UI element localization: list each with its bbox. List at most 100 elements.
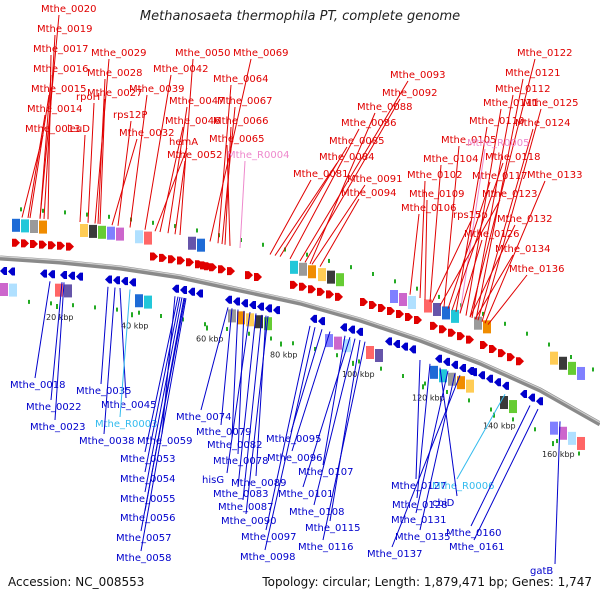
- accession-text: Accession: NC_008553: [8, 575, 145, 589]
- track-marker: [284, 247, 286, 252]
- gene-label-minus: Mthe_0057: [116, 533, 172, 544]
- plus-strand-gene: [39, 240, 47, 249]
- leader-line-plus: [144, 74, 172, 230]
- plus-strand-gene: [430, 321, 438, 330]
- leader-line-plus: [159, 126, 184, 233]
- scale-tick-mark: [206, 325, 208, 331]
- gene-label-plus: Mthe_0125: [523, 98, 579, 109]
- gene-label-minus: Mthe_0022: [26, 402, 82, 413]
- plus-strand-gene: [290, 280, 298, 289]
- minus-strand-gene: [48, 270, 55, 279]
- cog-box-plus: [408, 296, 416, 309]
- track-marker: [20, 207, 22, 212]
- leader-line-minus: [200, 307, 229, 411]
- cog-box-plus: [568, 361, 576, 375]
- leader-line-plus: [459, 239, 483, 314]
- leader-line-plus: [239, 160, 246, 249]
- cog-box-plus: [197, 238, 205, 252]
- cog-box-minus: [64, 284, 72, 298]
- gene-label-plus: Mthe_0028: [87, 68, 143, 79]
- minus-strand-gene: [196, 289, 203, 298]
- plus-strand-gene: [326, 290, 334, 299]
- leader-line-minus: [119, 287, 127, 399]
- gene-label-minus: Mthe_0096: [267, 453, 323, 464]
- minus-strand-gene: [241, 299, 248, 308]
- leader-line-plus: [304, 98, 401, 263]
- plus-strand-gene: [227, 267, 235, 276]
- leader-line-plus: [129, 94, 148, 228]
- gene-label-minus: Mthe_0161: [449, 542, 505, 553]
- leader-line-plus: [29, 94, 50, 219]
- scale-tick-label: 20 kbp: [46, 313, 74, 322]
- plus-strand-gene: [168, 255, 176, 264]
- minus-strand-gene: [68, 271, 75, 280]
- cog-box-minus: [577, 436, 585, 450]
- leader-line-minus: [415, 359, 421, 480]
- scale-tick-mark: [552, 441, 554, 447]
- minus-strand-gene: [478, 371, 485, 380]
- leader-line-minus: [554, 421, 561, 565]
- minus-strand-gene: [225, 295, 232, 304]
- gene-label-plus: Mthe_0069: [233, 48, 289, 59]
- gene-label-minus: Mthe_0089: [231, 478, 287, 489]
- minus-strand-gene: [76, 272, 83, 281]
- genome-backbone-highlight: [0, 255, 600, 424]
- genome-backbone: [0, 255, 600, 427]
- gene-label-plus: Mthe_0092: [382, 88, 438, 99]
- plus-strand-gene: [414, 316, 422, 324]
- gene-label-minus: Mthe_0097: [241, 532, 297, 543]
- track-marker: [402, 374, 404, 378]
- leader-line-minus: [242, 314, 263, 501]
- gene-label-plus: rps15p: [453, 210, 488, 221]
- minus-strand-gene: [257, 302, 264, 311]
- track-marker: [512, 417, 514, 422]
- plus-strand-gene: [516, 357, 524, 366]
- cog-box-minus: [366, 346, 374, 359]
- cog-box-minus: [325, 334, 333, 348]
- track-marker: [174, 224, 176, 229]
- leader-line-plus: [447, 181, 491, 309]
- gene-label-minus: Mthe_0107: [298, 467, 354, 478]
- gene-label-minus: cbiD: [432, 498, 455, 509]
- gene-label-plus: Mthe_0134: [495, 244, 551, 255]
- track-marker: [504, 321, 506, 326]
- cog-box-minus: [509, 400, 517, 414]
- gene-label-minus: Mthe_0137: [367, 549, 423, 560]
- plus-strand-gene: [466, 335, 474, 344]
- gene-label-plus: Mthe_0084: [319, 152, 375, 163]
- minus-strand-gene: [536, 397, 543, 406]
- minus-strand-gene: [435, 354, 442, 363]
- leader-line-minus: [264, 327, 316, 551]
- track-marker: [482, 311, 484, 316]
- minus-strand-gene: [385, 337, 392, 346]
- plus-strand-gene: [405, 313, 413, 321]
- leader-line-minus: [140, 298, 187, 552]
- gene-label-plus: Mthe_0042: [153, 64, 209, 75]
- track-marker: [86, 212, 88, 217]
- leader-line-plus: [299, 80, 409, 262]
- leader-line-plus: [39, 74, 52, 219]
- cog-box-plus: [116, 227, 124, 241]
- minus-strand-gene: [470, 368, 477, 377]
- minus-strand-gene: [113, 276, 120, 285]
- leader-line-plus: [429, 164, 442, 302]
- leader-line-minus: [237, 310, 245, 455]
- track-marker: [72, 303, 74, 308]
- leader-line-minus: [119, 289, 131, 418]
- leader-line-minus: [50, 282, 63, 401]
- leader-line-plus: [469, 224, 516, 318]
- gene-label-minus: Mthe_0128: [392, 500, 448, 511]
- scale-tick-label: 60 kbp: [196, 335, 224, 344]
- track-marker: [152, 220, 154, 225]
- scale-tick-mark: [56, 304, 58, 309]
- cog-box-plus: [424, 299, 432, 313]
- plus-strand-gene: [369, 301, 377, 309]
- gene-label-plus: Mthe_0091: [347, 174, 403, 185]
- plus-strand-gene: [308, 285, 316, 294]
- leader-line-plus: [487, 274, 528, 325]
- leader-line-minus: [144, 296, 181, 473]
- leader-line-plus: [87, 102, 95, 223]
- gene-label-minus: Mthe_R0006: [432, 481, 494, 492]
- track-marker: [556, 439, 558, 444]
